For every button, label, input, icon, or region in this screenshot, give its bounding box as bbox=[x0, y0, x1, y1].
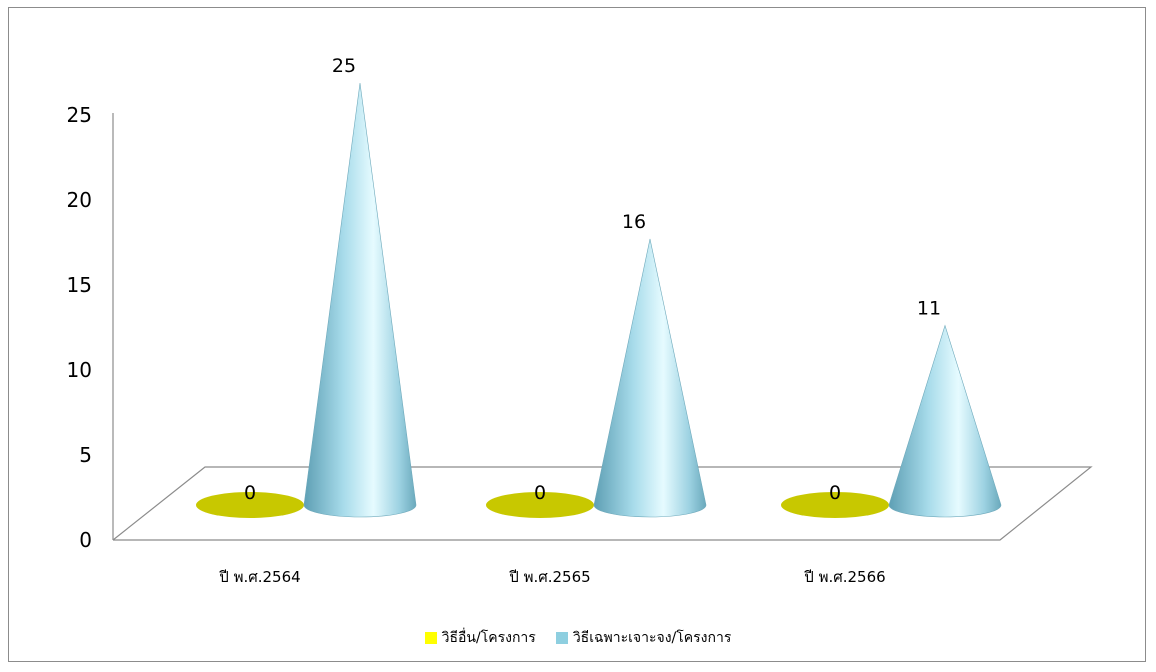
data-label-series-1: 0 bbox=[534, 482, 546, 504]
series-2-cone bbox=[303, 82, 417, 518]
y-tick-label: 0 bbox=[79, 528, 92, 552]
data-label-series-2: 11 bbox=[917, 297, 941, 319]
series-2-cone bbox=[593, 238, 707, 518]
legend-item-series-1: วิธีอื่น/โครงการ bbox=[424, 627, 536, 649]
data-label-series-2: 16 bbox=[622, 211, 646, 233]
y-tick-label: 5 bbox=[79, 443, 92, 467]
chart-frame bbox=[8, 7, 1146, 662]
x-tick-label: ปี พ.ศ.2566 bbox=[803, 568, 885, 586]
chart-axes bbox=[112, 113, 1093, 541]
series-2-cone bbox=[888, 324, 1002, 518]
series-1-mark bbox=[781, 492, 889, 518]
y-tick-label: 20 bbox=[67, 188, 92, 212]
chart-labels: 0 5 10 15 20 25 ปี พ.ศ.2564 0 25 ปี พ.ศ.2565 0 16 ปี… bbox=[67, 55, 942, 586]
data-label-series-2: 25 bbox=[332, 55, 356, 77]
chart-legend: วิธีอื่น/โครงการ วิธีเฉพาะเจาะจง/โครงการ bbox=[0, 627, 1156, 649]
data-label-series-1: 0 bbox=[829, 482, 841, 504]
chart-marks bbox=[196, 82, 1002, 518]
floor-outline bbox=[112, 466, 1093, 541]
data-label-series-1: 0 bbox=[244, 482, 256, 504]
series-1-mark bbox=[486, 492, 594, 518]
legend-item-series-2: วิธีเฉพาะเจาะจง/โครงการ bbox=[555, 627, 732, 649]
x-tick-label: ปี พ.ศ.2564 bbox=[218, 568, 300, 586]
y-tick-label: 15 bbox=[67, 273, 92, 297]
legend-swatch-series-2 bbox=[555, 632, 568, 644]
legend-swatch-series-1 bbox=[424, 632, 437, 644]
legend-label-series-2: วิธีเฉพาะเจาะจง/โครงการ bbox=[572, 630, 732, 646]
x-tick-label: ปี พ.ศ.2565 bbox=[508, 568, 590, 586]
legend-label-series-1: วิธีอื่น/โครงการ bbox=[441, 630, 536, 646]
y-tick-label: 10 bbox=[67, 358, 92, 382]
y-tick-label: 25 bbox=[67, 103, 92, 127]
series-1-mark bbox=[196, 492, 304, 518]
